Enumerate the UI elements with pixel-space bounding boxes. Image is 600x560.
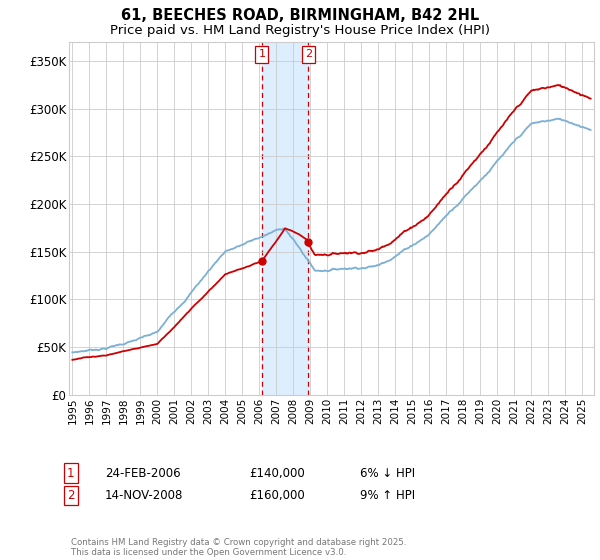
Text: 24-FEB-2006: 24-FEB-2006: [105, 466, 181, 480]
Text: 2: 2: [305, 49, 312, 59]
Bar: [262, 42, 308, 395]
Text: 1: 1: [259, 49, 265, 59]
Text: 1: 1: [67, 466, 74, 480]
Text: £140,000: £140,000: [249, 466, 305, 480]
Text: Contains HM Land Registry data © Crown copyright and database right 2025.
This d: Contains HM Land Registry data © Crown c…: [71, 538, 406, 557]
Text: 61, BEECHES ROAD, BIRMINGHAM, B42 2HL: 61, BEECHES ROAD, BIRMINGHAM, B42 2HL: [121, 8, 479, 24]
Text: £160,000: £160,000: [249, 489, 305, 502]
Text: 2: 2: [67, 489, 74, 502]
Text: 6% ↓ HPI: 6% ↓ HPI: [360, 466, 415, 480]
Text: 9% ↑ HPI: 9% ↑ HPI: [360, 489, 415, 502]
Text: Price paid vs. HM Land Registry's House Price Index (HPI): Price paid vs. HM Land Registry's House …: [110, 24, 490, 36]
Text: 14-NOV-2008: 14-NOV-2008: [105, 489, 184, 502]
